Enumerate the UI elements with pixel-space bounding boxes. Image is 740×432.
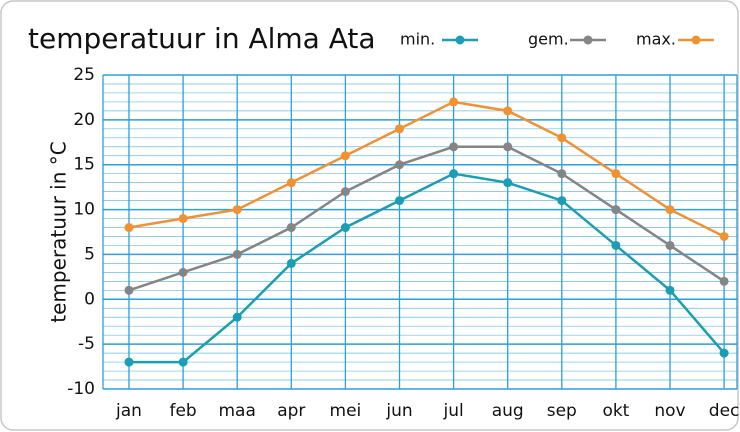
data-point [286, 178, 296, 188]
legend-marker [691, 35, 701, 45]
data-point [232, 312, 242, 322]
data-point [719, 231, 729, 241]
legend-marker [455, 35, 465, 45]
y-tick-label: 5 [84, 244, 95, 264]
x-tick-label: apr [277, 401, 305, 421]
data-point [286, 258, 296, 268]
y-tick-label: 10 [73, 200, 95, 220]
y-tick-label: 0 [84, 289, 95, 309]
series-line [128, 100, 725, 238]
data-point [232, 205, 242, 215]
series-line [128, 145, 725, 292]
y-axis-label: temperatuur in °C [47, 141, 71, 322]
data-point [124, 285, 134, 295]
data-point [503, 106, 513, 116]
x-tick-label: dec [709, 401, 740, 421]
data-point [449, 169, 459, 179]
legend-marker [583, 35, 593, 45]
series-line [129, 172, 726, 364]
data-point [395, 160, 404, 170]
data-point [503, 142, 513, 152]
data-point [557, 169, 567, 179]
data-point [124, 357, 134, 367]
data-point [178, 357, 188, 367]
y-tick-label: -10 [67, 379, 95, 399]
x-tick-label: mei [330, 401, 362, 421]
x-tick-label: sep [547, 401, 577, 421]
data-point [124, 223, 134, 233]
x-tick-label: jun [385, 401, 412, 421]
y-tick-label: -5 [78, 334, 95, 354]
legend-label: min. [400, 30, 435, 49]
data-point [232, 249, 242, 259]
x-tick-label: nov [654, 401, 685, 421]
y-tick-label: 15 [73, 155, 95, 175]
x-tick-label: feb [169, 401, 196, 421]
chart-title: temperatuur in Alma Ata [28, 22, 376, 55]
x-tick-label: maa [218, 401, 255, 421]
data-point [449, 97, 459, 107]
data-point [449, 142, 459, 152]
data-point [611, 169, 621, 179]
legend-label: gem. [528, 30, 569, 49]
data-point [719, 276, 729, 286]
y-tick-label: 20 [73, 110, 95, 130]
data-point [178, 214, 188, 224]
data-point [503, 178, 513, 188]
x-tick-label: jul [442, 401, 463, 421]
data-point [611, 205, 621, 215]
data-point [340, 187, 350, 197]
data-point [286, 223, 296, 233]
data-point [665, 285, 675, 295]
data-point [719, 348, 729, 358]
data-point [665, 240, 675, 250]
legend-label: max. [636, 30, 676, 49]
y-tick-label: 25 [73, 65, 95, 85]
data-point [340, 151, 350, 161]
x-tick-label: okt [602, 401, 629, 421]
data-point [557, 196, 567, 206]
x-tick-label: jan [115, 401, 142, 421]
data-point [340, 223, 350, 233]
data-point [395, 196, 404, 206]
x-tick-label: aug [492, 401, 524, 421]
data-point [611, 240, 621, 250]
data-point [395, 124, 404, 134]
data-point [557, 133, 567, 143]
data-point [178, 267, 188, 277]
data-point [665, 205, 675, 215]
